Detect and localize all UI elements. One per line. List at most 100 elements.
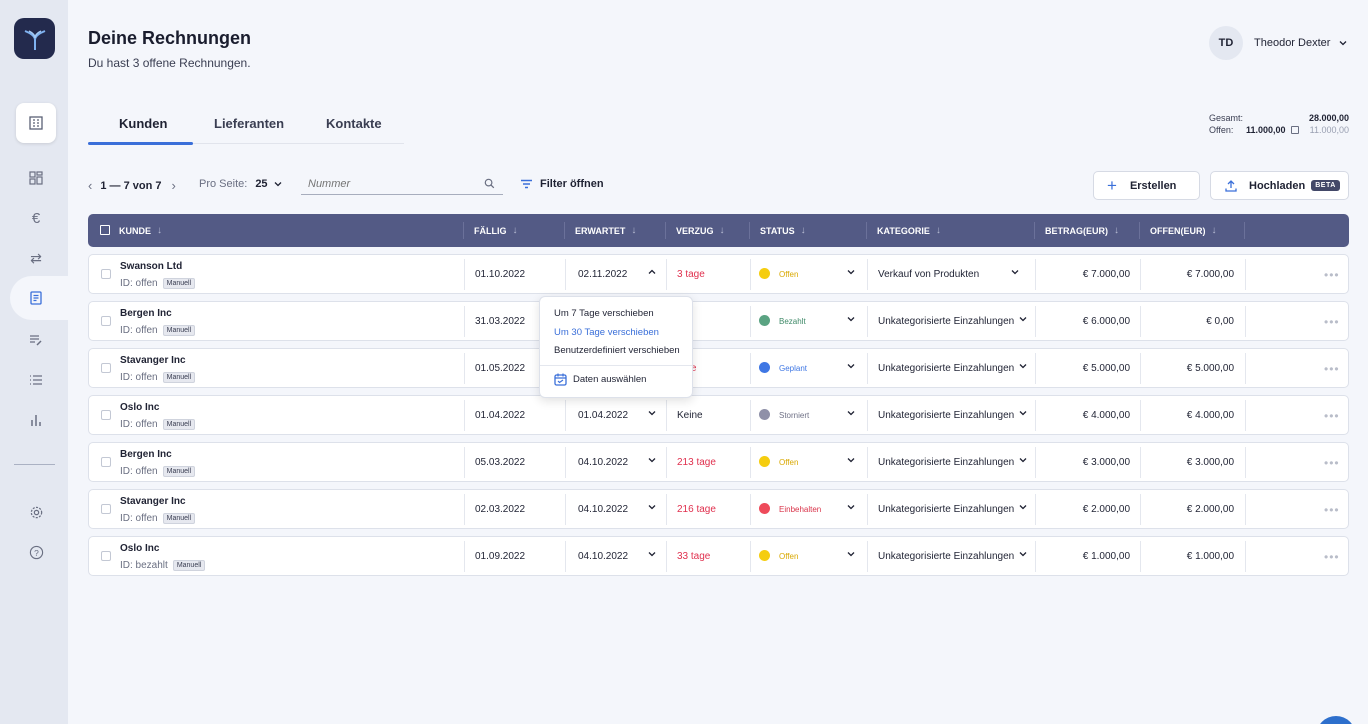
table-row[interactable]: Bergen Inc ID: offen Manuell 05.03.2022 04.1… xyxy=(88,442,1349,482)
status-badge[interactable]: Offen xyxy=(779,458,799,467)
nav-edit-list[interactable] xyxy=(16,320,56,360)
chevron-down-icon[interactable] xyxy=(846,455,856,465)
chevron-down-icon[interactable] xyxy=(846,408,856,418)
col-verzug[interactable]: VERZUG ↓ xyxy=(676,225,725,236)
nav-settings[interactable] xyxy=(16,492,56,532)
category-value[interactable]: Unkategorisierte Einzahlungen xyxy=(878,363,1015,374)
more-options-icon[interactable]: ••• xyxy=(1324,362,1340,376)
category-value[interactable]: Unkategorisierte Einzahlungen xyxy=(878,410,1015,421)
status-badge[interactable]: Storniert xyxy=(779,411,810,420)
tab-kontakte[interactable]: Kontakte xyxy=(326,116,382,131)
status-badge[interactable]: Geplant xyxy=(779,364,808,373)
chevron-down-icon[interactable] xyxy=(647,549,657,559)
chevron-down-icon[interactable] xyxy=(647,502,657,512)
more-options-icon[interactable]: ••• xyxy=(1324,550,1340,564)
col-status[interactable]: STATUS ↓ xyxy=(760,225,806,236)
create-button[interactable]: + Erstellen xyxy=(1093,171,1200,200)
nav-help[interactable]: ? xyxy=(16,532,56,572)
expected-date[interactable]: 01.04.2022 xyxy=(578,410,629,421)
nav-finance[interactable]: € xyxy=(16,198,56,238)
nav-invoices[interactable] xyxy=(16,278,56,318)
row-checkbox[interactable] xyxy=(101,410,111,420)
calendar-small-icon xyxy=(1291,126,1299,134)
nav-list[interactable] xyxy=(16,360,56,400)
chevron-down-icon[interactable] xyxy=(1018,314,1028,324)
upload-button[interactable]: Hochladen BETA xyxy=(1210,171,1349,200)
per-page-selector[interactable]: Pro Seite: 25 xyxy=(199,178,283,190)
row-checkbox[interactable] xyxy=(101,316,111,326)
filter-button[interactable]: Filter öffnen xyxy=(520,178,604,190)
more-options-icon[interactable]: ••• xyxy=(1324,268,1340,282)
tab-kunden[interactable]: Kunden xyxy=(119,116,168,131)
nav-reports[interactable] xyxy=(16,400,56,440)
status-badge[interactable]: Bezahlt xyxy=(779,317,806,326)
chevron-down-icon[interactable] xyxy=(647,455,657,465)
status-badge[interactable]: Offen xyxy=(779,270,799,279)
category-value[interactable]: Unkategorisierte Einzahlungen xyxy=(878,316,1015,327)
more-options-icon[interactable]: ••• xyxy=(1324,315,1340,329)
cell-divider xyxy=(750,541,751,572)
row-checkbox[interactable] xyxy=(101,551,111,561)
chevron-down-icon[interactable] xyxy=(1018,408,1028,418)
tab-lieferanten[interactable]: Lieferanten xyxy=(214,116,285,131)
row-checkbox[interactable] xyxy=(101,363,111,373)
shift-custom-option[interactable]: Benutzerdefiniert verschieben xyxy=(554,345,680,356)
chevron-down-icon[interactable] xyxy=(1018,502,1028,512)
chevron-down-icon[interactable] xyxy=(1018,361,1028,371)
row-checkbox[interactable] xyxy=(101,269,111,279)
next-page-icon[interactable]: › xyxy=(171,178,176,193)
row-checkbox[interactable] xyxy=(101,457,111,467)
app-logo[interactable] xyxy=(14,18,55,59)
nav-dashboard[interactable] xyxy=(16,158,56,198)
row-checkbox[interactable] xyxy=(101,504,111,514)
more-options-icon[interactable]: ••• xyxy=(1324,456,1340,470)
expected-date[interactable]: 04.10.2022 xyxy=(578,551,629,562)
select-all-checkbox[interactable] xyxy=(100,225,110,235)
cell-divider xyxy=(1140,541,1141,572)
status-badge[interactable]: Offen xyxy=(779,552,799,561)
table-row[interactable]: Swanson Ltd ID: offen Manuell 01.10.2022 02.… xyxy=(88,254,1349,294)
nav-company[interactable] xyxy=(16,103,56,143)
chat-button[interactable] xyxy=(1316,716,1356,724)
chevron-up-icon[interactable] xyxy=(647,267,657,277)
search-input[interactable] xyxy=(308,178,478,190)
shift-30-days-option[interactable]: Um 30 Tage verschieben xyxy=(554,327,659,338)
table-row[interactable]: Oslo Inc ID: offen Manuell 01.04.2022 01.04.… xyxy=(88,395,1349,435)
prev-page-icon[interactable]: ‹ xyxy=(88,178,93,193)
category-value[interactable]: Unkategorisierte Einzahlungen xyxy=(878,551,1015,562)
chevron-down-icon[interactable] xyxy=(846,267,856,277)
user-menu[interactable]: TD Theodor Dexter xyxy=(1209,26,1348,60)
search-icon[interactable] xyxy=(484,178,495,189)
more-options-icon[interactable]: ••• xyxy=(1324,503,1340,517)
status-badge[interactable]: Einbehalten xyxy=(779,505,822,514)
category-value[interactable]: Unkategorisierte Einzahlungen xyxy=(878,504,1015,515)
shift-7-days-option[interactable]: Um 7 Tage verschieben xyxy=(554,308,654,319)
category-value[interactable]: Verkauf von Produkten xyxy=(878,269,980,280)
more-options-icon[interactable]: ••• xyxy=(1324,409,1340,423)
chevron-down-icon[interactable] xyxy=(1018,549,1028,559)
chevron-down-icon[interactable] xyxy=(647,408,657,418)
chevron-down-icon[interactable] xyxy=(846,361,856,371)
chevron-down-icon[interactable] xyxy=(1010,267,1020,277)
col-erwartet[interactable]: ERWARTET ↓ xyxy=(575,225,636,236)
table-row[interactable]: Stavanger Inc ID: offen Manuell 02.03.2022 0… xyxy=(88,489,1349,529)
chevron-down-icon[interactable] xyxy=(846,549,856,559)
expected-date[interactable]: 04.10.2022 xyxy=(578,457,629,468)
col-kunde[interactable]: KUNDE ↓ xyxy=(119,225,162,236)
select-date-option[interactable]: Daten auswählen xyxy=(554,373,646,386)
col-betrag[interactable]: BETRAG(EUR) ↓ xyxy=(1045,225,1119,236)
category-value[interactable]: Unkategorisierte Einzahlungen xyxy=(878,457,1015,468)
col-faellig[interactable]: FÄLLIG ↓ xyxy=(474,225,518,236)
nav-transfers[interactable]: ⇄ xyxy=(16,238,56,278)
table-row[interactable]: Oslo Inc ID: bezahlt Manuell 01.09.2022 04.1… xyxy=(88,536,1349,576)
chevron-down-icon[interactable] xyxy=(846,314,856,324)
expected-date[interactable]: 04.10.2022 xyxy=(578,504,629,515)
expected-date[interactable]: 02.11.2022 xyxy=(578,269,628,280)
chevron-down-icon[interactable] xyxy=(846,502,856,512)
filter-label: Filter öffnen xyxy=(540,178,604,190)
col-offen[interactable]: OFFEN(EUR) ↓ xyxy=(1150,225,1217,236)
chevron-down-icon[interactable] xyxy=(1018,455,1028,465)
col-kategorie[interactable]: KATEGORIE ↓ xyxy=(877,225,941,236)
